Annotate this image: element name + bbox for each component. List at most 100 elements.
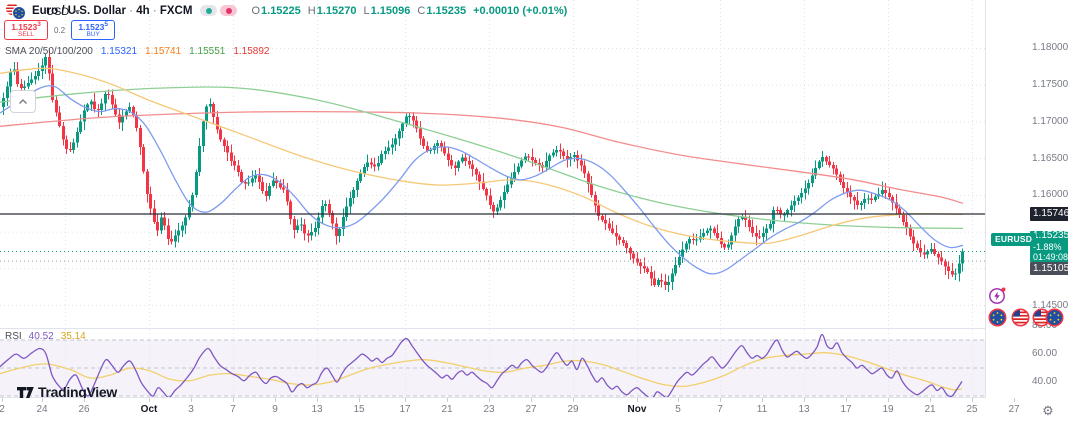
- price-axis-label: 1.16000: [1032, 189, 1068, 201]
- time-axis-label: 27: [1008, 404, 1020, 415]
- time-axis-label: 9: [272, 404, 278, 415]
- ohlc-item: L1.15096: [363, 4, 411, 17]
- price-change: +0.00010 (+0.01%): [473, 4, 568, 17]
- time-axis-label: 21: [441, 404, 453, 415]
- sma-value: 1.15892: [233, 46, 270, 57]
- time-axis-label: 27: [525, 404, 537, 415]
- flag-us-icon[interactable]: [1011, 308, 1030, 327]
- price-axis-label: 1.14500: [1032, 299, 1068, 311]
- time-axis[interactable]: 2 24 26 Oct 3 7 9 13 15 17 21 23 27 29 Nov 5 7 11 13 17 19 21…: [0, 398, 1068, 425]
- time-tick-mark: [405, 398, 406, 402]
- time-axis-label: 23: [483, 404, 495, 415]
- time-tick-mark: [42, 398, 43, 402]
- price-chart-canvas[interactable]: [0, 0, 985, 329]
- sell-button[interactable]: 1.15233 SELL: [4, 20, 48, 40]
- time-axis-label: 5: [675, 404, 681, 415]
- axis-divider: [0, 397, 1068, 398]
- time-tick-mark: [191, 398, 192, 402]
- alerts-toggle-icon[interactable]: [220, 5, 238, 16]
- time-tick-mark: [972, 398, 973, 402]
- tradingview-logo[interactable]: TradingView: [17, 384, 117, 400]
- eurusd-pair-icon: [6, 3, 26, 20]
- last-price-badge: 1.15235 -1.88% 01:49:08: [1030, 230, 1068, 262]
- time-axis-label: 29: [567, 404, 579, 415]
- time-axis-label: 15: [353, 404, 365, 415]
- axis-settings-gear-icon[interactable]: ⚙: [1042, 403, 1054, 418]
- time-axis-label: Oct: [140, 404, 158, 415]
- price-axis-divider: [985, 0, 986, 425]
- symbol-price-label: EURUSD: [991, 233, 1037, 246]
- price-axis-label: 1.16500: [1032, 152, 1068, 164]
- time-tick-mark: [720, 398, 721, 402]
- time-tick-mark: [84, 398, 85, 402]
- time-axis-label: 11: [756, 404, 768, 415]
- flag-eu-icon[interactable]: [988, 308, 1007, 327]
- time-tick-mark: [762, 398, 763, 402]
- ohlc-values: O1.15225 H1.15270 L1.15096 C1.15235 +0.00010…: [251, 5, 567, 17]
- time-tick-mark: [930, 398, 931, 402]
- time-axis-label: 25: [966, 404, 978, 415]
- time-tick-mark: [888, 398, 889, 402]
- rsi-axis-label: 40.00: [1032, 376, 1058, 388]
- time-axis-label: 13: [798, 404, 810, 415]
- time-axis-label: 3: [188, 404, 194, 415]
- ohlc-item: O1.15225: [251, 4, 301, 17]
- buy-button[interactable]: 1.15235 BUY: [71, 20, 116, 40]
- chevron-up-icon: [19, 98, 27, 104]
- sma-legend[interactable]: SMA 20/50/100/200 1.15321 1.15741 1.15551 1…: [5, 46, 270, 57]
- time-tick-mark: [2, 398, 3, 402]
- time-tick-mark: [637, 398, 638, 402]
- time-tick-mark: [149, 398, 150, 402]
- flag-eu-icon[interactable]: [1045, 308, 1064, 327]
- time-tick-mark: [678, 398, 679, 402]
- time-axis-label: 24: [36, 404, 48, 415]
- time-axis-label: 19: [882, 404, 894, 415]
- currency-selector[interactable]: USD: [46, 6, 81, 18]
- time-tick-mark: [233, 398, 234, 402]
- price-axis-label: 1.17000: [1032, 115, 1068, 127]
- chevron-down-icon: [74, 10, 81, 14]
- time-tick-mark: [447, 398, 448, 402]
- rsi-chart-canvas[interactable]: [0, 329, 985, 397]
- time-axis-label: 13: [311, 404, 323, 415]
- time-axis-label: 7: [230, 404, 236, 415]
- spread-value: 0.2: [54, 25, 66, 35]
- legend-collapse-button[interactable]: [10, 90, 36, 113]
- time-axis-label: 26: [78, 404, 90, 415]
- pane-divider[interactable]: [0, 328, 1068, 329]
- time-tick-mark: [489, 398, 490, 402]
- price-axis-label: 1.18000: [1032, 42, 1068, 54]
- time-axis-label: 2: [0, 404, 5, 415]
- time-axis-label: 7: [717, 404, 723, 415]
- time-tick-mark: [359, 398, 360, 402]
- price-axis-label: 1.17500: [1032, 79, 1068, 91]
- time-tick-mark: [317, 398, 318, 402]
- time-tick-mark: [275, 398, 276, 402]
- sma-value: 1.15741: [145, 46, 182, 57]
- time-tick-mark: [1014, 398, 1015, 402]
- reference-price-badge: 1.15105: [1030, 262, 1068, 275]
- ohlc-item: C1.15235: [417, 4, 467, 17]
- rsi-value: 35.14: [60, 331, 86, 342]
- sma-value: 1.15551: [189, 46, 226, 57]
- sma-value: 1.15321: [100, 46, 138, 57]
- symbol-legend[interactable]: Euro / U.S. Dollar · 4h · FXCM O1.15225 H…: [6, 3, 567, 20]
- time-tick-mark: [573, 398, 574, 402]
- economic-event-lightning-icon[interactable]: [988, 286, 1007, 305]
- ohlc-item: H1.15270: [307, 4, 357, 17]
- time-tick-mark: [531, 398, 532, 402]
- time-axis-label: 21: [924, 404, 936, 415]
- tradingview-icon: [17, 386, 34, 398]
- time-axis-label: Nov: [627, 404, 647, 415]
- rsi-axis-label: 60.00: [1032, 348, 1058, 360]
- marks-toggle-icon[interactable]: [200, 5, 218, 16]
- time-axis-label: 17: [840, 404, 852, 415]
- price-axis[interactable]: 1.180001.175001.170001.165001.160001.150…: [986, 0, 1068, 425]
- time-axis-label: 17: [399, 404, 411, 415]
- time-tick-mark: [846, 398, 847, 402]
- hline-price-badge: 1.15746: [1030, 206, 1068, 221]
- rsi-value: 40.52: [28, 331, 54, 342]
- rsi-legend[interactable]: RSI 40.52 35.14: [5, 331, 86, 342]
- time-tick-mark: [804, 398, 805, 402]
